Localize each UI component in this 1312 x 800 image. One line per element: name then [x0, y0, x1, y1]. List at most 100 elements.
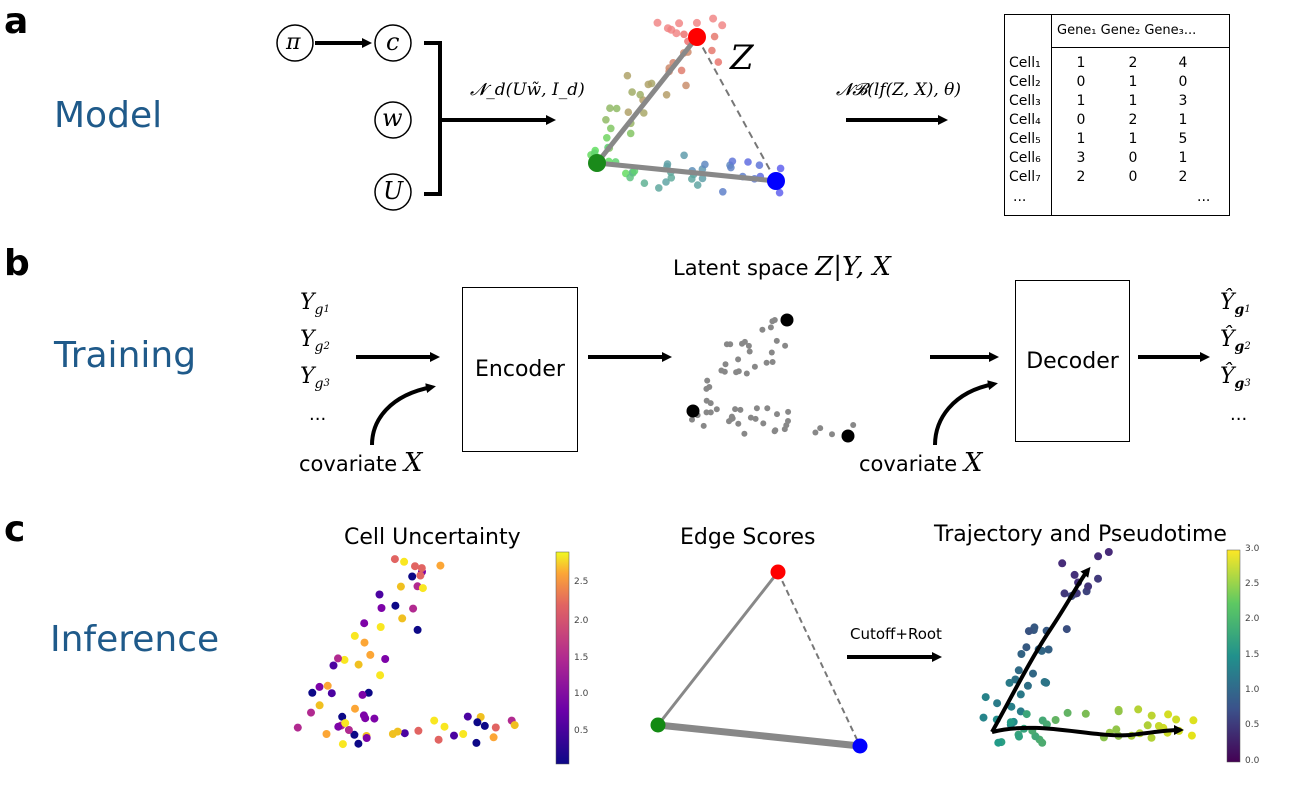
header-gene-2: Gene₂ [1100, 23, 1141, 38]
pseudotime-colorbar-tick: 3.0 [1245, 544, 1260, 554]
latent-point-gray [768, 349, 775, 356]
uncertainty-point [293, 723, 302, 732]
panel-a-graphical-model [276, 14, 948, 211]
latent-point-gray [760, 420, 767, 427]
c-node [374, 24, 412, 62]
latent-point [612, 104, 621, 113]
pseudotime-point [1016, 690, 1025, 699]
uncertainty-colorbar [555, 551, 570, 765]
uncertainty-point [350, 730, 359, 739]
latent-point-gray [707, 400, 714, 407]
table-cell-label: Cell₅ [1009, 131, 1041, 147]
edge-vertex-left [650, 717, 666, 733]
latent-point [698, 174, 707, 183]
latent-point [626, 129, 635, 138]
latent-point-gray [703, 409, 710, 416]
pseudotime-colorbar-tick: 2.5 [1245, 579, 1260, 589]
table-cell-value: 4 [1178, 55, 1188, 71]
latent-point [776, 164, 785, 173]
panel-c-inference [293, 548, 1241, 765]
latent-point [701, 160, 709, 169]
pseudotime-point [1189, 716, 1198, 725]
panel-letter-c: c [4, 509, 26, 550]
uncertainty-point [307, 708, 315, 717]
uncertainty-colorbar-tick: 2.5 [574, 577, 589, 587]
trajectory-arrow-up [990, 566, 1091, 733]
latent-point-gray [735, 420, 742, 427]
latent-point-gray [751, 363, 758, 370]
table-cell-value: 1 [1076, 55, 1086, 71]
table-cell-label: Cell₆ [1009, 150, 1041, 166]
covariate-label-encoder: covariate X [299, 448, 423, 478]
uncertainty-point [329, 661, 338, 670]
latent-point-gray [771, 428, 778, 435]
latent-point [744, 158, 752, 166]
latent-point [682, 81, 690, 90]
table-header: Gene₁ Gene₂ Gene₃... [1057, 23, 1196, 38]
edge-score-top-left [656, 571, 780, 726]
pseudotime-point [981, 693, 990, 702]
input-y-g2: Yg2 [300, 327, 330, 355]
uncertainty-point [418, 584, 427, 593]
z-label: Z [730, 38, 754, 78]
latent-point-gray [746, 348, 753, 355]
edge-scores-title: Edge Scores [680, 525, 816, 550]
pseudotime-point [1070, 570, 1079, 579]
pseudotime-point [1014, 666, 1023, 675]
uncertainty-colorbar-tick: 2.0 [574, 616, 589, 626]
cell-uncertainty-title: Cell Uncertainty [344, 525, 521, 550]
encoder-box: Encoder [462, 287, 578, 452]
table-cell-value: 1 [1128, 93, 1138, 109]
edge-top-right-dashed [696, 36, 777, 182]
table-cell-label: Cell₄ [1009, 112, 1041, 128]
latent-point [667, 174, 676, 182]
normal-distribution-label: 𝓝_d(Uw̃, I_d) [470, 80, 585, 100]
table-cell-value: 3 [1076, 150, 1086, 166]
u-node [374, 173, 412, 211]
latent-point [655, 184, 663, 192]
pseudotime-point [1042, 720, 1051, 729]
uncertainty-point [381, 655, 390, 663]
pseudotime-point [1006, 718, 1015, 727]
latent-point [662, 91, 671, 99]
latent-point-gray [759, 326, 766, 333]
latent-point-gray [722, 361, 729, 368]
latent-point-gray [817, 425, 824, 432]
vertex-top [688, 28, 706, 46]
latent-point-gray [745, 342, 752, 349]
uncertainty-point [430, 716, 439, 725]
u-symbol: U [383, 177, 404, 205]
pseudotime-point [1084, 582, 1093, 591]
input-ellipsis: ... [309, 404, 327, 425]
uncertainty-point [360, 638, 369, 647]
pseudotime-point [1081, 709, 1090, 718]
table-cell-label: Cell₂ [1009, 74, 1041, 90]
latent-point [607, 124, 615, 133]
output-ellipsis: ... [1230, 404, 1248, 425]
pseudotime-point [1005, 678, 1014, 687]
table-cell-label: Cell₇ [1009, 169, 1041, 185]
output-yhat-g1: Ŷg1 [1220, 290, 1251, 318]
pi-symbol: π [286, 30, 301, 55]
latent-point [628, 88, 636, 96]
latent-point-gray [728, 413, 735, 420]
pseudotime-point [1143, 721, 1152, 730]
pseudotime-point [1024, 627, 1033, 636]
pseudotime-colorbar-tick: 1.5 [1245, 650, 1260, 660]
panel-b-training [356, 313, 1210, 446]
uncertainty-point [350, 631, 359, 640]
latent-point [602, 116, 610, 124]
pseudotime-point [1029, 669, 1037, 678]
pseudotime-point [1042, 678, 1051, 687]
pseudotime-point [1044, 645, 1053, 654]
latent-point-gray [773, 337, 780, 344]
latent-point-gray [739, 340, 745, 347]
table-cell-value: 5 [1178, 131, 1188, 147]
latent-point [606, 104, 614, 112]
pseudotime-point [1062, 625, 1071, 634]
latent-point [755, 161, 764, 169]
table-ellipsis-left: ... [1013, 189, 1027, 205]
latent-scatter-a [587, 14, 785, 197]
header-gene-3: Gene₃... [1144, 23, 1197, 38]
table-cell-value: 2 [1178, 169, 1188, 185]
